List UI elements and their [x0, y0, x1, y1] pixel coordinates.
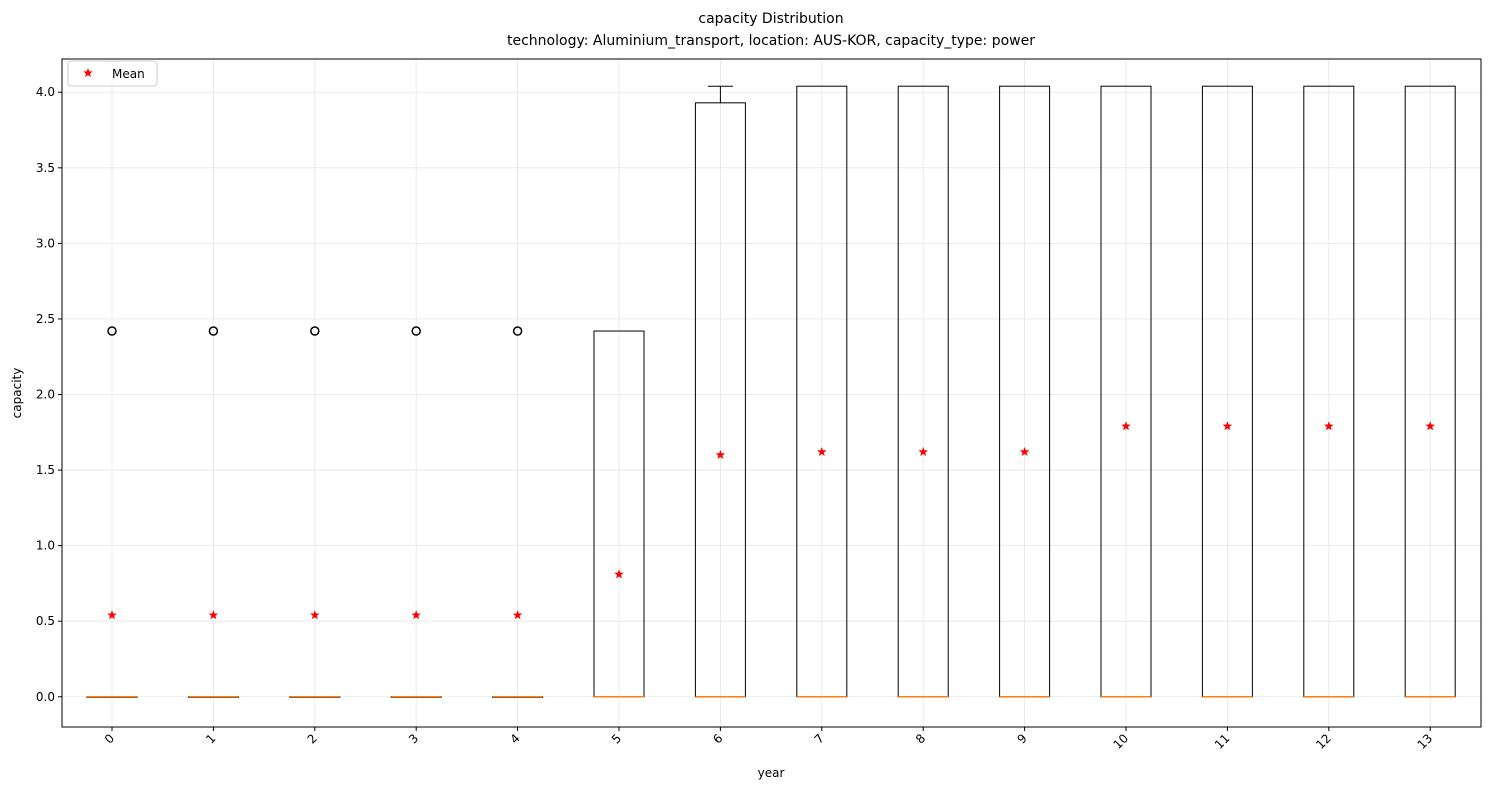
mean-marker: [310, 610, 320, 620]
mean-marker: [715, 449, 726, 460]
outlier-point: [310, 326, 320, 336]
outlier-point: [512, 326, 523, 336]
x-tick-label: 7: [812, 731, 827, 746]
box-year-0: [86, 326, 138, 698]
x-tick-label: 6: [710, 731, 725, 746]
x-tick-label: 9: [1014, 731, 1029, 746]
x-tick-label: 0: [102, 731, 117, 746]
x-tick-label: 1: [203, 731, 218, 746]
x-tick-label: 10: [1110, 731, 1131, 752]
outlier-point: [208, 326, 219, 336]
box-year-2: [289, 326, 341, 698]
box-year-12: [1303, 85, 1355, 698]
y-tick-label: 0.0: [36, 690, 55, 704]
grid-lines: [62, 59, 1481, 727]
box-year-10: [1100, 85, 1152, 698]
x-tick-label: 4: [507, 731, 522, 746]
box-year-13: [1404, 85, 1456, 698]
x-tick-label: 11: [1212, 731, 1233, 752]
y-axis-ticks: 0.0 0.5 1.0 1.5 2.0 2.5 3.0 3.5 4.0: [36, 85, 62, 704]
outlier-point: [411, 326, 421, 336]
y-tick-label: 3.5: [36, 161, 55, 175]
box-year-11: [1201, 85, 1253, 698]
x-tick-label: 2: [305, 731, 320, 746]
y-tick-label: 2.5: [36, 312, 55, 326]
y-tick-label: 2.0: [36, 388, 55, 402]
plot-marks: [86, 85, 1456, 698]
x-tick-label: 8: [913, 731, 928, 746]
box-year-7: [796, 85, 848, 698]
mean-marker: [411, 610, 421, 620]
mean-marker: [1425, 421, 1435, 431]
box-year-8: [897, 85, 949, 698]
box-year-1: [187, 326, 239, 698]
mean-marker: [1121, 421, 1131, 431]
x-tick-label: 5: [609, 731, 624, 746]
box-year-6: [694, 85, 746, 698]
mean-marker: [614, 569, 624, 579]
legend: Mean: [67, 60, 158, 87]
y-tick-label: 3.0: [36, 236, 55, 250]
mean-marker: [107, 610, 117, 620]
mean-marker: [1222, 421, 1233, 431]
x-tick-label: 3: [406, 731, 421, 746]
box-year-9: [999, 85, 1051, 698]
y-tick-label: 0.5: [36, 614, 55, 628]
y-tick-label: 4.0: [36, 85, 55, 99]
mean-marker: [512, 610, 523, 620]
x-tick-label: 13: [1415, 731, 1436, 752]
y-tick-label: 1.0: [36, 539, 55, 553]
chart-subtitle: technology: Aluminium_transport, locatio…: [507, 33, 1035, 49]
y-axis-label: capacity: [10, 368, 24, 419]
box-year-4: [492, 326, 544, 698]
box-year-3: [390, 326, 442, 698]
legend-box: [67, 60, 158, 87]
mean-marker: [1019, 446, 1030, 456]
x-axis-label: year: [758, 766, 785, 780]
mean-marker: [918, 446, 928, 456]
y-tick-label: 1.5: [36, 463, 55, 477]
chart-title: capacity Distribution: [698, 11, 843, 27]
mean-marker: [208, 610, 219, 620]
plot-frame: [61, 58, 1482, 728]
x-tick-label: 12: [1313, 731, 1334, 752]
legend-mean-label: Mean: [112, 67, 145, 81]
outlier-point: [107, 326, 117, 336]
mean-marker: [1324, 421, 1334, 431]
box-year-5: [593, 330, 645, 698]
x-axis-ticks: 0 1 2 3 4 5 6 7 8 9 10 11 12 13: [102, 727, 1436, 752]
mean-marker: [817, 446, 827, 456]
legend-mean-star-icon: [83, 68, 93, 78]
